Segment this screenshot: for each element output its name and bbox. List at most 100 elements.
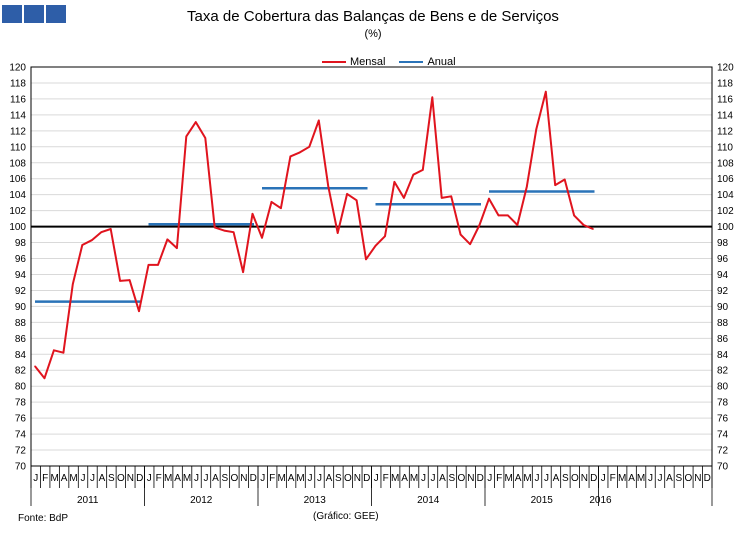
mensal-point-2 (53, 349, 55, 352)
month-label-20: S (222, 473, 229, 484)
month-label-50: M (504, 473, 512, 484)
mensal-point-18 (204, 137, 207, 139)
y-tick-right-118: 118 (717, 78, 733, 89)
mensal-point-52 (526, 185, 528, 188)
y-tick-left-70: 70 (15, 462, 27, 473)
mensal-point-50 (507, 214, 509, 217)
month-label-57: O (571, 473, 579, 484)
logo-square-3 (46, 5, 66, 23)
logo-square-1 (2, 5, 22, 23)
month-label-61: F (610, 473, 616, 484)
month-label-4: M (69, 473, 77, 484)
month-label-21: O (230, 473, 238, 484)
month-label-42: J (430, 473, 435, 484)
month-label-16: M (183, 473, 191, 484)
y-tick-left-78: 78 (15, 398, 27, 409)
mensal-point-31 (327, 185, 330, 187)
month-label-6: J (90, 473, 95, 484)
y-tick-left-118: 118 (10, 78, 26, 89)
month-label-23: D (250, 473, 257, 484)
mensal-point-32 (336, 232, 339, 234)
month-label-46: N (467, 473, 474, 484)
month-label-47: D (477, 473, 484, 484)
y-tick-left-82: 82 (15, 366, 27, 377)
month-label-0: J (33, 473, 38, 484)
y-tick-right-74: 74 (717, 430, 729, 441)
y-tick-left-100: 100 (9, 222, 26, 233)
y-tick-left-112: 112 (10, 126, 26, 137)
year-label-2013: 2013 (304, 495, 327, 506)
y-tick-right-120: 120 (717, 63, 734, 74)
month-label-43: A (439, 473, 446, 484)
y-tick-right-100: 100 (717, 222, 734, 233)
month-label-68: S (676, 473, 683, 484)
y-tick-right-106: 106 (717, 174, 734, 185)
mensal-point-34 (355, 199, 358, 202)
mensal-point-38 (393, 181, 396, 183)
mensal-point-35 (365, 258, 367, 261)
mensal-line (34, 90, 594, 380)
y-tick-right-78: 78 (717, 398, 729, 409)
y-tick-left-86: 86 (15, 334, 27, 345)
legend-item-anual: Anual (399, 56, 456, 68)
month-label-19: A (212, 473, 219, 484)
mensal-point-23 (251, 213, 254, 215)
mensal-point-30 (317, 119, 320, 122)
mensal-point-41 (421, 169, 424, 171)
y-tick-left-80: 80 (15, 382, 27, 393)
month-label-26: M (277, 473, 285, 484)
year-label-2016: 2016 (589, 495, 612, 506)
y-tick-right-104: 104 (717, 190, 734, 201)
y-tick-right-90: 90 (717, 302, 729, 313)
month-label-58: N (581, 473, 588, 484)
month-label-54: J (544, 473, 549, 484)
mensal-point-12 (147, 264, 150, 266)
month-label-5: J (81, 473, 86, 484)
mensal-point-0 (34, 365, 36, 368)
y-tick-right-70: 70 (717, 462, 729, 473)
mensal-point-6 (90, 239, 93, 241)
logo-square-2 (24, 5, 44, 23)
y-tick-right-94: 94 (717, 270, 729, 281)
mensal-point-11 (138, 310, 140, 312)
y-tick-right-92: 92 (717, 286, 729, 297)
y-tick-left-116: 116 (10, 94, 26, 105)
y-tick-left-74: 74 (15, 430, 27, 441)
chart-subtitle: (%) (364, 28, 382, 40)
mensal-point-51 (516, 224, 519, 226)
y-tick-left-90: 90 (15, 302, 27, 313)
mensal-point-21 (232, 231, 235, 233)
y-tick-right-116: 116 (717, 94, 733, 105)
legend-swatch-anual (399, 61, 424, 63)
year-label-2012: 2012 (190, 495, 213, 506)
month-label-18: J (203, 473, 208, 484)
y-tick-left-72: 72 (15, 446, 27, 457)
mensal-point-53 (535, 128, 538, 131)
month-label-66: J (657, 473, 662, 484)
month-label-34: N (354, 473, 361, 484)
month-label-60: J (601, 473, 606, 484)
y-tick-left-84: 84 (15, 350, 27, 361)
mensal-point-27 (289, 155, 292, 158)
mensal-point-16 (185, 135, 188, 138)
month-label-41: J (421, 473, 426, 484)
mensal-point-15 (176, 247, 178, 249)
y-tick-right-112: 112 (717, 126, 733, 137)
month-label-33: O (344, 473, 352, 484)
month-label-37: F (383, 473, 389, 484)
mensal-point-26 (280, 207, 282, 210)
mensal-point-24 (261, 236, 263, 239)
y-tick-right-80: 80 (717, 382, 729, 393)
month-label-3: A (61, 473, 68, 484)
mensal-point-49 (497, 214, 500, 217)
mensal-point-56 (563, 178, 566, 181)
y-tick-right-88: 88 (717, 318, 729, 329)
y-tick-left-110: 110 (10, 142, 26, 153)
month-label-65: J (648, 473, 653, 484)
mensal-point-10 (128, 279, 131, 281)
mensal-point-17 (194, 121, 197, 123)
month-label-31: A (326, 473, 333, 484)
mensal-point-8 (109, 228, 112, 230)
mensal-point-5 (81, 244, 84, 246)
month-label-45: O (457, 473, 465, 484)
